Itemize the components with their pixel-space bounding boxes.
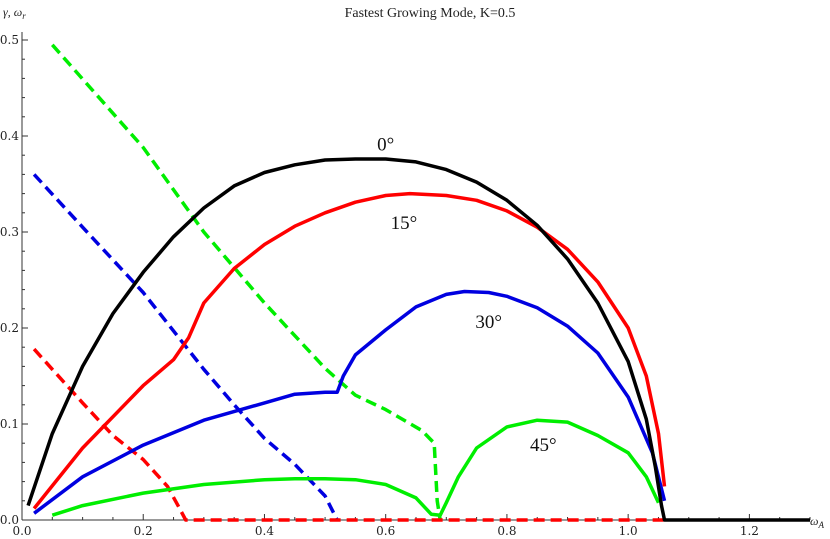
x-axis-label: ωA [810, 514, 824, 530]
dashed-series-line [50, 43, 442, 521]
solid-series-line [26, 157, 810, 522]
series-layer [26, 43, 810, 522]
y-tick-label: 0.2 [0, 321, 19, 335]
y-tick-label: 0.4 [0, 129, 19, 143]
x-tick-label: 0.0 [12, 524, 31, 538]
annotation-layer: 0° 15° 30° 45° [377, 134, 556, 455]
solid-series-line [32, 191, 667, 510]
x-tick-label: 0.6 [376, 524, 395, 538]
x-tick-label: 0.4 [255, 524, 274, 538]
angle-annotation: 15° [391, 213, 418, 234]
x-tick-label: 0.8 [497, 524, 516, 538]
angle-annotation: 30° [475, 312, 502, 333]
solid-series-line [51, 418, 661, 517]
chart-title: Fastest Growing Mode, K=0.5 [345, 6, 516, 21]
solid-series-line [33, 289, 667, 515]
x-tick-label: 1.0 [619, 524, 638, 538]
y-tick-label: 0.5 [0, 33, 19, 47]
angle-annotation: 0° [377, 134, 394, 155]
y-axis-label: γ, ωr [3, 5, 26, 21]
y-tick-label: 0.0 [0, 513, 19, 527]
axes: 0.0 0.2 0.4 0.6 0.8 1.0 1.2 0.0 0.1 0.2 0.3 0.4 0.5 [0, 32, 811, 538]
x-tick-label: 1.2 [740, 524, 759, 538]
dashed-series-line [32, 347, 665, 522]
y-tick-label: 0.3 [0, 225, 19, 239]
y-tick-label: 0.1 [0, 417, 19, 431]
x-tick-label: 0.2 [134, 524, 153, 538]
angle-annotation: 45° [530, 435, 557, 456]
